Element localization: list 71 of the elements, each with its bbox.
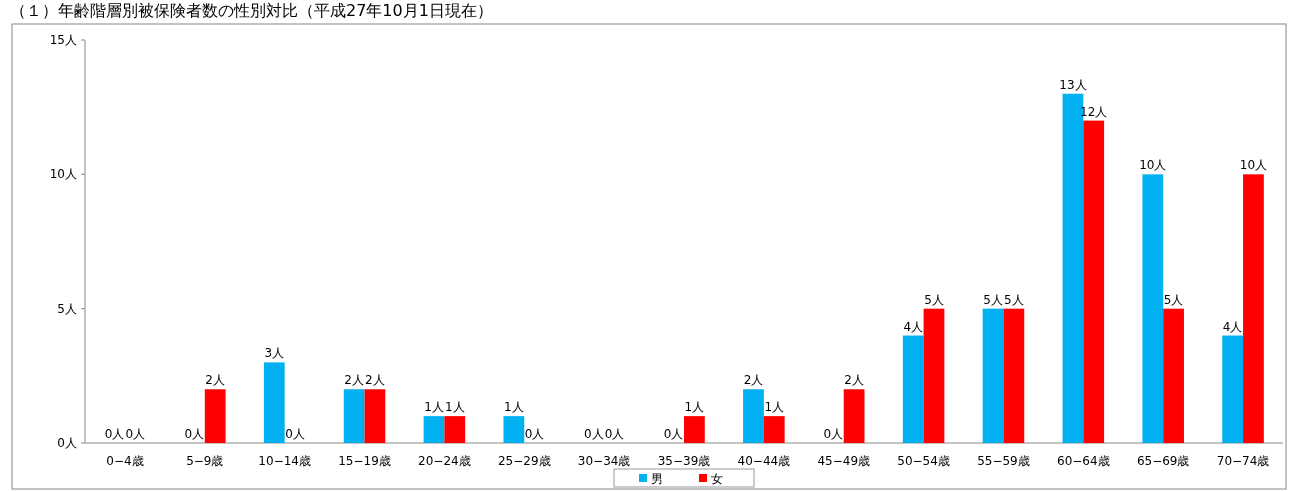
data-label: 0人 (604, 427, 625, 441)
data-label: 10人 (1239, 158, 1268, 173)
x-tick-label: 55−59歳 (977, 454, 1030, 468)
x-tick-label: 60−64歳 (1057, 454, 1110, 468)
data-label: 0人 (583, 427, 604, 441)
bar (364, 389, 386, 443)
data-label: 0人 (104, 427, 125, 441)
data-label: 2人 (344, 373, 364, 388)
data-label: 4人 (903, 319, 924, 334)
x-tick-label: 45−49歳 (817, 454, 871, 468)
bar (923, 308, 945, 443)
legend-label: 女 (711, 472, 723, 486)
data-label: 1人 (424, 400, 444, 415)
data-label: 1人 (444, 400, 465, 415)
data-label: 5人 (1163, 292, 1184, 307)
bar (902, 335, 924, 443)
x-tick-label: 40−44歳 (737, 454, 791, 468)
data-label: 0人 (285, 427, 305, 441)
bar (204, 389, 226, 443)
x-tick-label: 15−19歳 (338, 454, 391, 468)
bar (343, 389, 365, 443)
bar (982, 308, 1004, 443)
y-tick-label: 15人 (49, 33, 77, 47)
data-label: 3人 (264, 346, 285, 361)
bar (444, 416, 466, 443)
x-tick-label: 25−29歳 (497, 454, 551, 468)
bar (503, 416, 525, 443)
bar (423, 416, 445, 443)
x-tick-label: 50−54歳 (897, 454, 950, 468)
bar (1243, 174, 1264, 443)
x-tick-label: 35−39歳 (657, 454, 711, 468)
x-tick-label: 5−9歳 (186, 454, 224, 468)
data-label: 0人 (823, 427, 844, 441)
bar (684, 416, 705, 443)
y-tick-label: 5人 (57, 301, 77, 316)
data-label: 1人 (764, 400, 785, 415)
data-label: 0人 (663, 427, 684, 441)
bar (1163, 308, 1184, 443)
data-label: 1人 (684, 400, 705, 415)
data-label: 4人 (1222, 319, 1243, 334)
data-label: 5人 (983, 292, 1003, 307)
x-tick-label: 20−24歳 (418, 454, 471, 468)
bar (843, 389, 865, 443)
bar (1142, 174, 1164, 443)
x-tick-label: 65−69歳 (1136, 454, 1190, 468)
x-tick-label: 0−4歳 (106, 454, 144, 468)
bar (263, 362, 285, 443)
data-label: 0人 (524, 427, 545, 441)
data-label: 2人 (205, 373, 225, 388)
bar (763, 416, 785, 443)
data-label: 5人 (1004, 292, 1024, 307)
bar (1222, 335, 1244, 443)
x-tick-label: 70−74歳 (1216, 454, 1270, 468)
bar (1003, 308, 1025, 443)
data-label: 1人 (504, 400, 524, 415)
data-label: 5人 (924, 292, 944, 307)
bar (743, 389, 764, 443)
legend-label: 男 (651, 472, 663, 486)
data-label: 2人 (365, 373, 385, 388)
data-label: 13人 (1059, 77, 1087, 92)
data-label: 2人 (844, 373, 864, 388)
y-tick-label: 0人 (57, 436, 77, 450)
chart-title: （１）年齢階層別被保険者数の性別対比（平成27年10月1日現在） (10, 1, 493, 20)
x-tick-label: 10−14歳 (258, 454, 311, 468)
data-label: 0人 (125, 427, 146, 441)
data-label: 0人 (184, 427, 205, 441)
bar (1083, 120, 1105, 443)
data-label: 10人 (1139, 158, 1167, 173)
y-tick-label: 10人 (49, 167, 77, 182)
x-tick-label: 30−34歳 (577, 454, 631, 468)
data-label: 2人 (743, 373, 764, 388)
